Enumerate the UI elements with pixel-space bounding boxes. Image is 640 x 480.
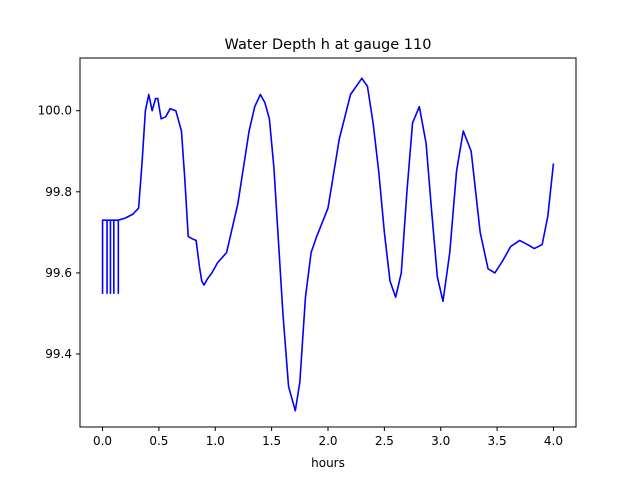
y-tick-label: 100.0	[38, 104, 72, 118]
x-tick-label: 2.5	[375, 434, 394, 448]
y-tick-label: 99.4	[45, 347, 72, 361]
x-tick-label: 4.0	[544, 434, 563, 448]
x-axis-label: hours	[311, 456, 345, 470]
chart-title: Water Depth h at gauge 110	[225, 37, 432, 53]
y-tick-label: 99.6	[45, 266, 72, 280]
x-tick-label: 2.0	[318, 434, 337, 448]
x-tick-label: 0.0	[93, 434, 112, 448]
x-tick-label: 3.0	[431, 434, 450, 448]
x-axis: 0.0 0.5 1.0 1.5 2.0 2.5 3.0 3.5 4.0	[93, 427, 563, 448]
x-tick-label: 1.5	[262, 434, 281, 448]
x-tick-label: 1.0	[206, 434, 225, 448]
y-tick-label: 99.8	[45, 185, 72, 199]
x-tick-label: 3.5	[488, 434, 507, 448]
x-tick-label: 0.5	[149, 434, 168, 448]
plot-area	[101, 77, 555, 412]
y-axis: 99.4 99.6 99.8 100.0	[38, 104, 80, 361]
series-line-water-depth	[101, 77, 555, 412]
